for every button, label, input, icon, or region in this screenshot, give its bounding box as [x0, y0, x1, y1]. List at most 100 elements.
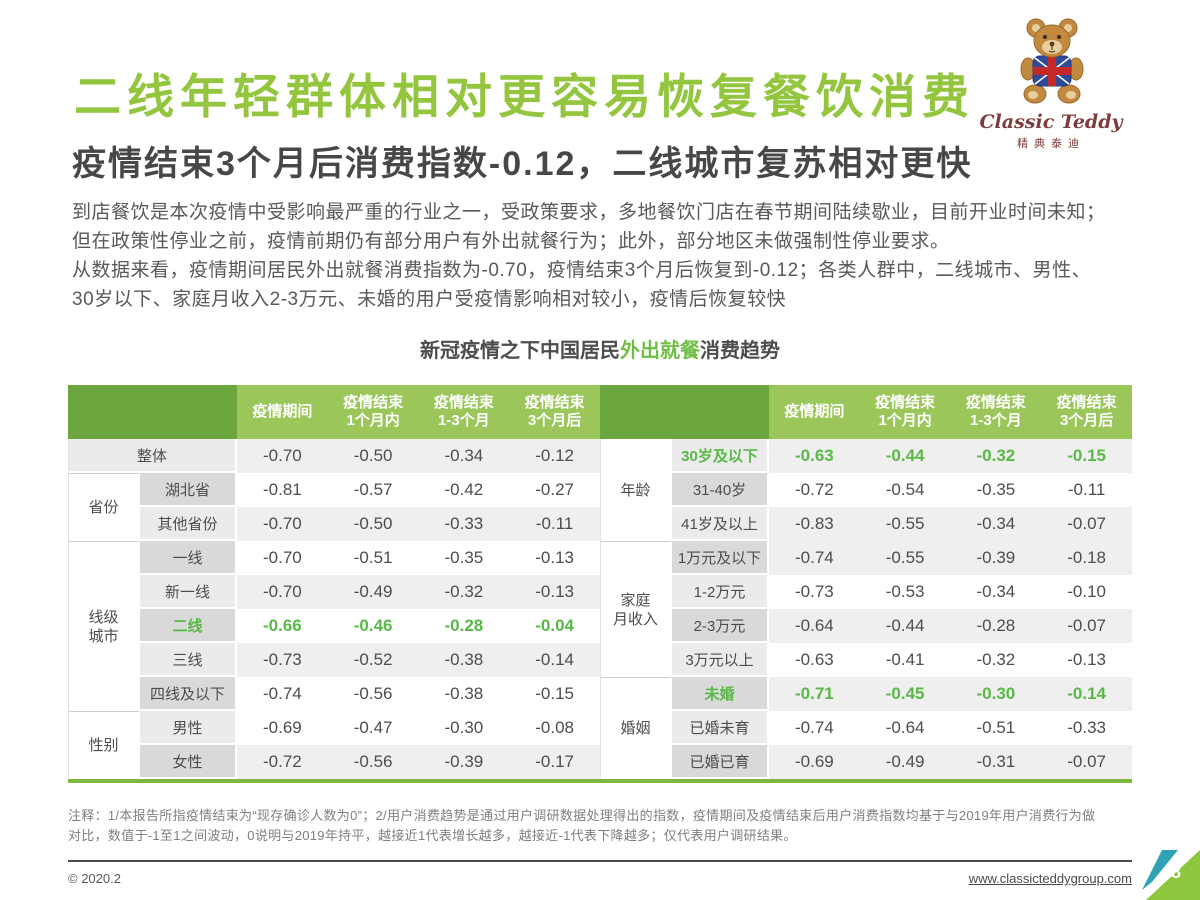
row-label: 未婚: [672, 677, 769, 711]
value-cell: -0.71: [769, 677, 860, 711]
value-cell: -0.44: [859, 609, 951, 643]
table-row: 已婚未育 -0.74 -0.64 -0.51 -0.33: [600, 711, 1132, 745]
row-label: 二线: [140, 609, 237, 643]
value-cell: -0.49: [859, 745, 951, 779]
brand-name: Classic Teddy: [979, 111, 1123, 133]
chart-title-prefix: 新冠疫情之下中国居民: [420, 340, 620, 362]
value-cell: -0.32: [418, 575, 510, 609]
value-cell: -0.52: [327, 643, 419, 677]
row-label: 已婚未育: [672, 711, 769, 745]
table-row: 性别 男性 -0.69 -0.47 -0.30 -0.08: [68, 711, 600, 779]
value-cell: -0.83: [769, 507, 860, 541]
value-cell: -0.34: [950, 575, 1042, 609]
value-cell: -0.34: [418, 439, 510, 473]
value-cell: -0.73: [769, 575, 860, 609]
table-row: 四线及以下 -0.74 -0.56 -0.38 -0.15: [68, 677, 600, 711]
table-row: 年龄 30岁及以下 -0.63 -0.44 -0.32 -0.15: [600, 439, 1132, 541]
value-cell: -0.30: [950, 677, 1042, 711]
column-header: 疫情结束 3个月后: [509, 385, 600, 439]
consumption-tables: 疫情期间 疫情结束 1个月内 疫情结束 1-3个月 疫情结束 3个月后 整体 -0.70…: [68, 385, 1132, 783]
row-label: 其他省份: [140, 507, 237, 541]
group-label: 家庭 月收入: [600, 541, 672, 677]
value-cell: -0.35: [418, 541, 510, 575]
value-cell: -0.56: [327, 745, 419, 779]
row-label: 男性: [140, 711, 237, 745]
value-cell: -0.69: [237, 711, 328, 745]
table-header-corner: [600, 385, 769, 439]
table-row: 3万元以上 -0.63 -0.41 -0.32 -0.13: [600, 643, 1132, 677]
table-row: 家庭 月收入 1万元及以下 -0.74 -0.55 -0.39 -0.18: [600, 541, 1132, 677]
value-cell: -0.63: [769, 643, 860, 677]
column-header: 疫情结束 1个月内: [859, 385, 951, 439]
value-cell: -0.49: [327, 575, 419, 609]
value-cell: -0.72: [237, 745, 328, 779]
column-header: 疫情结束 1-3个月: [950, 385, 1042, 439]
table-header-corner: [68, 385, 237, 439]
value-cell: -0.33: [418, 507, 510, 541]
body-text: 到店餐饮是本次疫情中受影响最严重的行业之一，受政策要求，多地餐饮门店在春节期间陆…: [72, 198, 1147, 314]
value-cell: -0.70: [237, 541, 328, 575]
value-cell: -0.34: [950, 507, 1042, 541]
value-cell: -0.70: [237, 507, 328, 541]
column-header: 疫情结束 3个月后: [1041, 385, 1132, 439]
copyright: © 2020.2: [68, 871, 121, 886]
value-cell: -0.07: [1041, 745, 1132, 779]
value-cell: -0.51: [950, 711, 1042, 745]
value-cell: -0.27: [509, 473, 600, 507]
table-row: 已婚已育 -0.69 -0.49 -0.31 -0.07: [600, 745, 1132, 779]
value-cell: -0.15: [1041, 439, 1132, 473]
footnote: 注释：1/本报告所指疫情结束为“现存确诊人数为0”；2/用户消费趋势是通过用户调…: [68, 808, 1096, 843]
header-row: 疫情期间 疫情结束 1个月内 疫情结束 1-3个月 疫情结束 3个月后: [68, 385, 600, 439]
teddy-bear-icon: [1020, 18, 1084, 104]
value-cell: -0.38: [418, 677, 510, 711]
column-header: 疫情结束 1-3个月: [418, 385, 510, 439]
value-cell: -0.39: [418, 745, 510, 779]
value-cell: -0.07: [1041, 507, 1132, 541]
value-cell: -0.63: [769, 439, 860, 473]
value-cell: -0.46: [327, 609, 419, 643]
chart-title-highlight: 外出就餐: [620, 340, 700, 362]
column-header: 疫情期间: [237, 385, 328, 439]
value-cell: -0.11: [1041, 473, 1132, 507]
value-cell: -0.70: [237, 439, 328, 473]
row-label: 整体: [68, 439, 237, 473]
table-row: 整体 -0.70 -0.50 -0.34 -0.12: [68, 439, 600, 473]
row-label: 41岁及以上: [672, 507, 769, 541]
table-row: 1-2万元 -0.73 -0.53 -0.34 -0.10: [600, 575, 1132, 609]
table-row: 2-3万元 -0.64 -0.44 -0.28 -0.07: [600, 609, 1132, 643]
table-row: 省份 湖北省 -0.81 -0.57 -0.42 -0.27: [68, 473, 600, 541]
page-corner-decoration: 8: [1138, 850, 1200, 900]
value-cell: -0.55: [859, 541, 951, 575]
table-row: 线级 城市 一线 -0.70 -0.51 -0.35 -0.13: [68, 541, 600, 711]
column-header: 疫情期间: [769, 385, 860, 439]
row-label: 3万元以上: [672, 643, 769, 677]
value-cell: -0.50: [327, 439, 419, 473]
table-row: 其他省份 -0.70 -0.50 -0.33 -0.11: [68, 507, 600, 541]
table-row: 31-40岁 -0.72 -0.54 -0.35 -0.11: [600, 473, 1132, 507]
value-cell: -0.13: [1041, 643, 1132, 677]
page-title: 二线年轻群体相对更容易恢复餐饮消费: [74, 70, 975, 125]
value-cell: -0.31: [950, 745, 1042, 779]
row-label: 2-3万元: [672, 609, 769, 643]
value-cell: -0.69: [769, 745, 860, 779]
table-row: 婚姻 未婚 -0.71 -0.45 -0.30 -0.14: [600, 677, 1132, 779]
website-link[interactable]: www.classicteddygroup.com: [968, 871, 1132, 886]
value-cell: -0.72: [769, 473, 860, 507]
value-cell: -0.30: [418, 711, 510, 745]
group-label: 年龄: [600, 439, 672, 541]
value-cell: -0.13: [509, 575, 600, 609]
value-cell: -0.64: [859, 711, 951, 745]
table-row: 女性 -0.72 -0.56 -0.39 -0.17: [68, 745, 600, 779]
value-cell: -0.14: [1041, 677, 1132, 711]
row-label: 1万元及以下: [672, 541, 769, 575]
value-cell: -0.53: [859, 575, 951, 609]
value-cell: -0.66: [237, 609, 328, 643]
value-cell: -0.50: [327, 507, 419, 541]
value-cell: -0.39: [950, 541, 1042, 575]
value-cell: -0.70: [237, 575, 328, 609]
value-cell: -0.11: [509, 507, 600, 541]
value-cell: -0.57: [327, 473, 419, 507]
value-cell: -0.55: [859, 507, 951, 541]
value-cell: -0.10: [1041, 575, 1132, 609]
